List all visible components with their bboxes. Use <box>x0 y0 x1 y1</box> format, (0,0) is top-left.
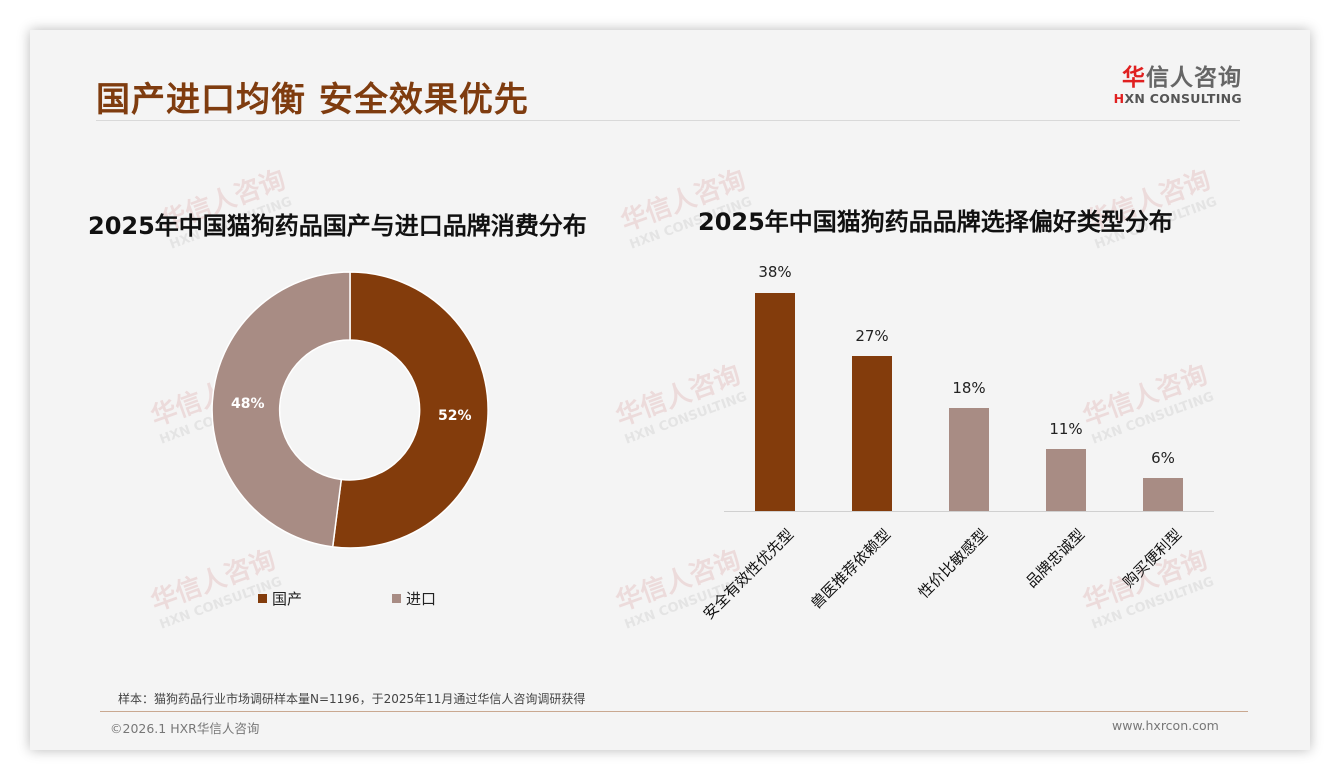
copyright: ©2026.1 HXR华信人咨询 <box>110 721 260 736</box>
x-tick-label: 安全有效性优先型 <box>699 525 798 624</box>
legend-label: 国产 <box>272 590 303 608</box>
website-link[interactable]: www.hxrcon.com <box>1112 718 1219 733</box>
legend-item-imported: 进口 <box>392 588 436 609</box>
legend-label: 进口 <box>406 590 437 608</box>
logo-en-rest: XN CONSULTING <box>1124 91 1242 106</box>
donut-label-domestic: 52% <box>438 408 472 424</box>
bar-value: 11% <box>1049 420 1083 438</box>
bar-value: 27% <box>855 327 889 345</box>
x-tick-label: 性价比敏感型 <box>914 525 992 602</box>
donut-chart: 52% 48% <box>210 270 490 550</box>
company-logo: 华信人咨询 HXN CONSULTING <box>1112 64 1242 106</box>
legend-swatch <box>258 594 267 603</box>
legend-swatch <box>392 594 401 603</box>
x-tick-label: 品牌忠诚型 <box>1022 525 1089 592</box>
x-tick-label: 兽医推荐依赖型 <box>807 525 895 613</box>
donut-svg <box>211 271 489 549</box>
logo-cn-accent: 华 <box>1122 65 1146 91</box>
donut-slice-domestic <box>331 271 489 549</box>
logo-en-accent: H <box>1113 91 1125 106</box>
bar-price-sensitive <box>949 408 989 512</box>
logo-cn: 华信人咨询 <box>1112 64 1242 92</box>
donut-chart-title: 2025年中国猫狗药品国产与进口品牌消费分布 <box>88 212 587 240</box>
logo-en: HXN CONSULTING <box>1112 92 1242 106</box>
logo-cn-rest: 信人咨询 <box>1146 65 1242 91</box>
x-tick-label: 购买便利型 <box>1119 525 1186 592</box>
page-title: 国产进口均衡 安全效果优先 <box>96 80 529 120</box>
x-axis-line <box>724 511 1214 512</box>
footer-divider <box>100 711 1248 712</box>
bar-value: 18% <box>952 379 986 397</box>
bar-brand-loyal <box>1046 449 1086 512</box>
bar-chart-title: 2025年中国猫狗药品品牌选择偏好类型分布 <box>698 208 1173 236</box>
bar-vet-recommended <box>852 356 892 512</box>
title-divider <box>96 120 1240 121</box>
donut-slice-imported <box>211 271 351 548</box>
bar-convenience <box>1143 478 1183 512</box>
slide: 国产进口均衡 安全效果优先 华信人咨询 HXN CONSULTING 华信人咨询… <box>30 30 1310 750</box>
bar-chart: 38% 27% 18% 11% 6% <box>724 260 1214 512</box>
donut-label-imported: 48% <box>231 396 265 412</box>
legend-item-domestic: 国产 <box>258 588 302 609</box>
bar-safety-first <box>755 293 795 512</box>
bar-value: 38% <box>758 263 792 281</box>
bar-value: 6% <box>1151 449 1175 467</box>
sample-note: 样本：猫狗药品行业市场调研样本量N=1196，于2025年11月通过华信人咨询调… <box>118 692 586 706</box>
